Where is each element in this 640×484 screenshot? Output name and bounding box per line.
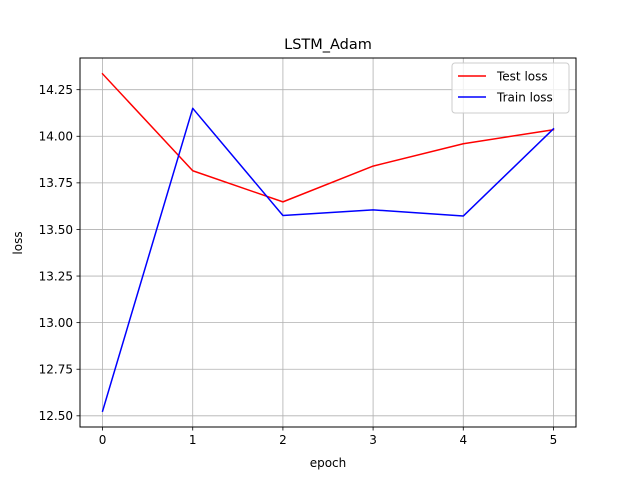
x-tick-label: 3 xyxy=(369,433,377,447)
y-tick-label: 14.00 xyxy=(39,130,73,144)
grid-layer xyxy=(80,58,576,427)
series-line-train-loss xyxy=(101,107,555,413)
y-axis-label: loss xyxy=(11,231,25,254)
legend-label-train-loss: Train loss xyxy=(496,90,553,104)
x-tick-label: 5 xyxy=(550,433,558,447)
plot-frame xyxy=(79,57,577,428)
y-tick-label: 12.75 xyxy=(39,363,73,377)
chart-title: LSTM_Adam xyxy=(284,37,372,53)
legend: Test loss Train loss xyxy=(451,62,570,114)
x-tick-label: 2 xyxy=(279,433,287,447)
series-line-test-loss xyxy=(101,72,555,203)
y-tick-label: 12.50 xyxy=(39,409,73,423)
x-tick-label: 0 xyxy=(99,433,107,447)
series-lines xyxy=(101,72,555,413)
x-tick-label: 1 xyxy=(189,433,197,447)
legend-label-test-loss: Test loss xyxy=(496,69,548,83)
y-tick-label: 13.50 xyxy=(39,223,73,237)
y-tick-label: 13.00 xyxy=(39,316,73,330)
y-tick-label: 13.75 xyxy=(39,176,73,190)
x-axis-label: epoch xyxy=(310,456,347,470)
y-tick-label: 13.25 xyxy=(39,269,73,283)
y-tick-label: 14.25 xyxy=(39,83,73,97)
axis-ticks: 0 1 2 3 4 5 12.50 12.75 13.00 13.25 13.50 13.75 14.0… xyxy=(39,83,558,447)
x-tick-label: 4 xyxy=(459,433,467,447)
